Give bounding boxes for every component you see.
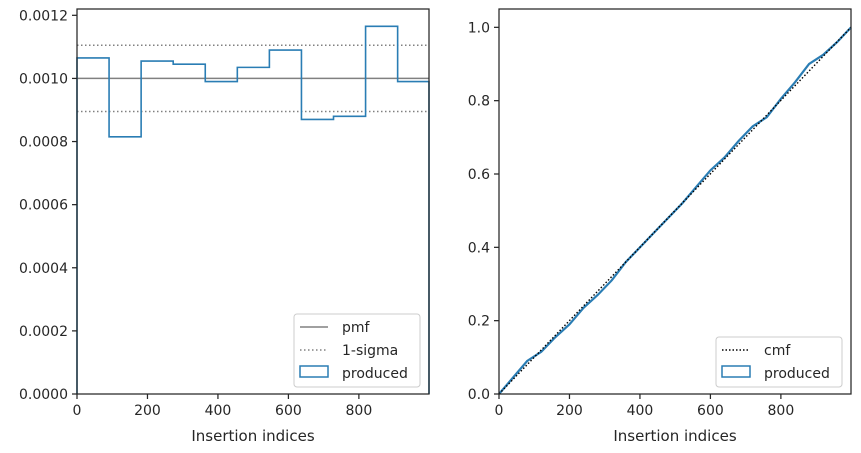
left-y-tick-label: 0.0002 bbox=[19, 324, 68, 340]
left-y-tick-label: 0.0012 bbox=[19, 8, 68, 24]
left-y-tick-label: 0.0010 bbox=[19, 71, 68, 87]
left-y-tick-label: 0.0008 bbox=[19, 135, 68, 151]
right-y-tick-label: 0.0 bbox=[468, 387, 490, 403]
left-legend-box bbox=[293, 313, 421, 388]
right-x-axis-label: Insertion indices bbox=[613, 427, 736, 445]
produced-histogram-step bbox=[76, 25, 430, 394]
legend-produced-label: produced bbox=[342, 366, 408, 382]
legend-produced-label: produced bbox=[764, 366, 830, 382]
left-x-tick-label: 800 bbox=[346, 403, 373, 419]
right-y-tick-label: 0.2 bbox=[468, 314, 490, 330]
right-x-tick-label: 400 bbox=[627, 403, 654, 419]
legend-pmf-label: pmf bbox=[342, 320, 371, 336]
produced-cumulative-line bbox=[498, 26, 852, 395]
right-x-tick-label: 600 bbox=[697, 403, 724, 419]
left-x-tick-label: 400 bbox=[205, 403, 232, 419]
left-histogram-panel: 0 200 400 600 800 0.0000 0.0002 0.0004 0.0006 0.0… bbox=[19, 8, 430, 445]
legend-cmf-label: cmf bbox=[764, 343, 791, 359]
right-legend: cmf produced bbox=[715, 336, 843, 388]
left-plot-frame bbox=[76, 8, 430, 395]
left-y-tick-label: 0.0000 bbox=[19, 387, 68, 403]
left-y-tick-label: 0.0006 bbox=[19, 198, 68, 214]
left-legend: pmf 1-sigma produced bbox=[293, 313, 421, 388]
left-x-tick-label: 0 bbox=[73, 403, 82, 419]
right-y-tick-label: 1.0 bbox=[468, 20, 490, 36]
right-y-tick-label: 0.4 bbox=[468, 240, 490, 256]
right-cmf-panel: 0 200 400 600 800 0.0 0.2 0.4 0.6 0.8 1.0 Insertio… bbox=[468, 8, 852, 445]
left-x-tick-label: 200 bbox=[134, 403, 161, 419]
left-x-tick-label: 600 bbox=[275, 403, 302, 419]
right-plot-frame bbox=[498, 8, 852, 395]
left-x-axis-label: Insertion indices bbox=[191, 427, 314, 445]
right-x-tick-label: 0 bbox=[495, 403, 504, 419]
right-y-tick-label: 0.6 bbox=[468, 167, 490, 183]
left-y-tick-label: 0.0004 bbox=[19, 261, 68, 277]
right-x-tick-label: 200 bbox=[556, 403, 583, 419]
legend-1-sigma-label: 1-sigma bbox=[342, 343, 398, 359]
cmf-line bbox=[498, 26, 852, 395]
legend-produced-swatch bbox=[299, 365, 329, 378]
right-x-tick-label: 800 bbox=[768, 403, 795, 419]
right-y-tick-label: 0.8 bbox=[468, 94, 490, 110]
legend-produced-swatch bbox=[721, 365, 751, 378]
